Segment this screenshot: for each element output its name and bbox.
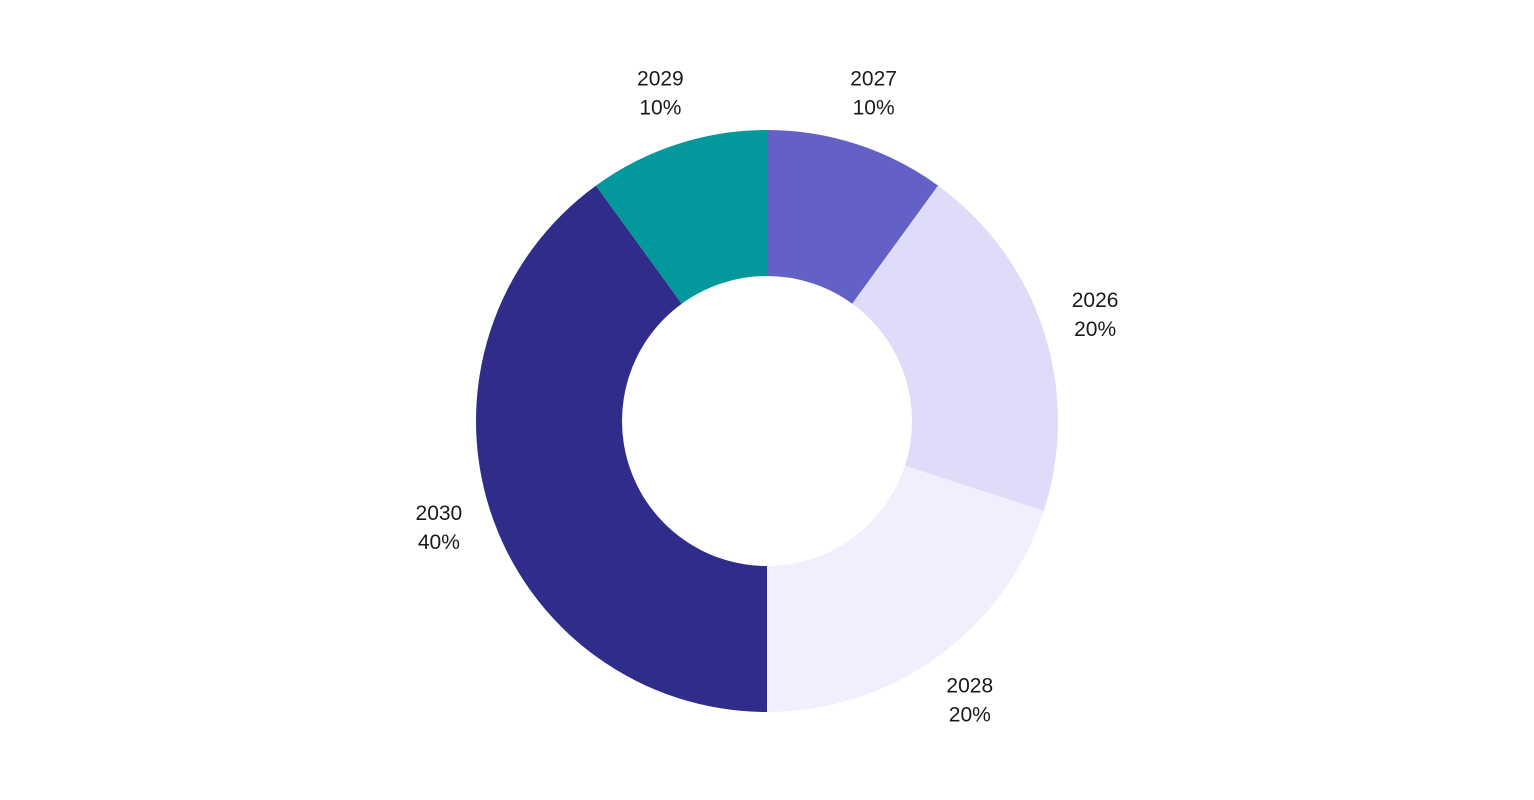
slice-label-percent-2030: 40% xyxy=(418,531,460,554)
slice-label-percent-2028: 20% xyxy=(949,704,991,727)
donut-slice-2029 xyxy=(595,130,767,304)
slice-label-percent-2027: 10% xyxy=(853,96,895,119)
donut-slice-2030 xyxy=(476,185,767,712)
donut-slice-2027 xyxy=(767,130,939,304)
slices-layer xyxy=(476,130,1058,712)
donut-slice-2026 xyxy=(852,185,1058,511)
labels-layer: 2027 10% 2026 20% 2028 20% 2030 40% 2029 10% xyxy=(416,67,1119,726)
slice-label-year-2030: 2030 xyxy=(416,502,463,525)
slice-label-percent-2029: 10% xyxy=(639,96,681,119)
slice-label-year-2026: 2026 xyxy=(1072,289,1119,312)
slice-label-percent-2026: 20% xyxy=(1074,318,1116,341)
donut-slice-2028 xyxy=(767,465,1044,712)
slice-label-year-2027: 2027 xyxy=(850,67,897,90)
slice-label-year-2029: 2029 xyxy=(637,67,684,90)
slice-label-year-2028: 2028 xyxy=(946,675,993,698)
